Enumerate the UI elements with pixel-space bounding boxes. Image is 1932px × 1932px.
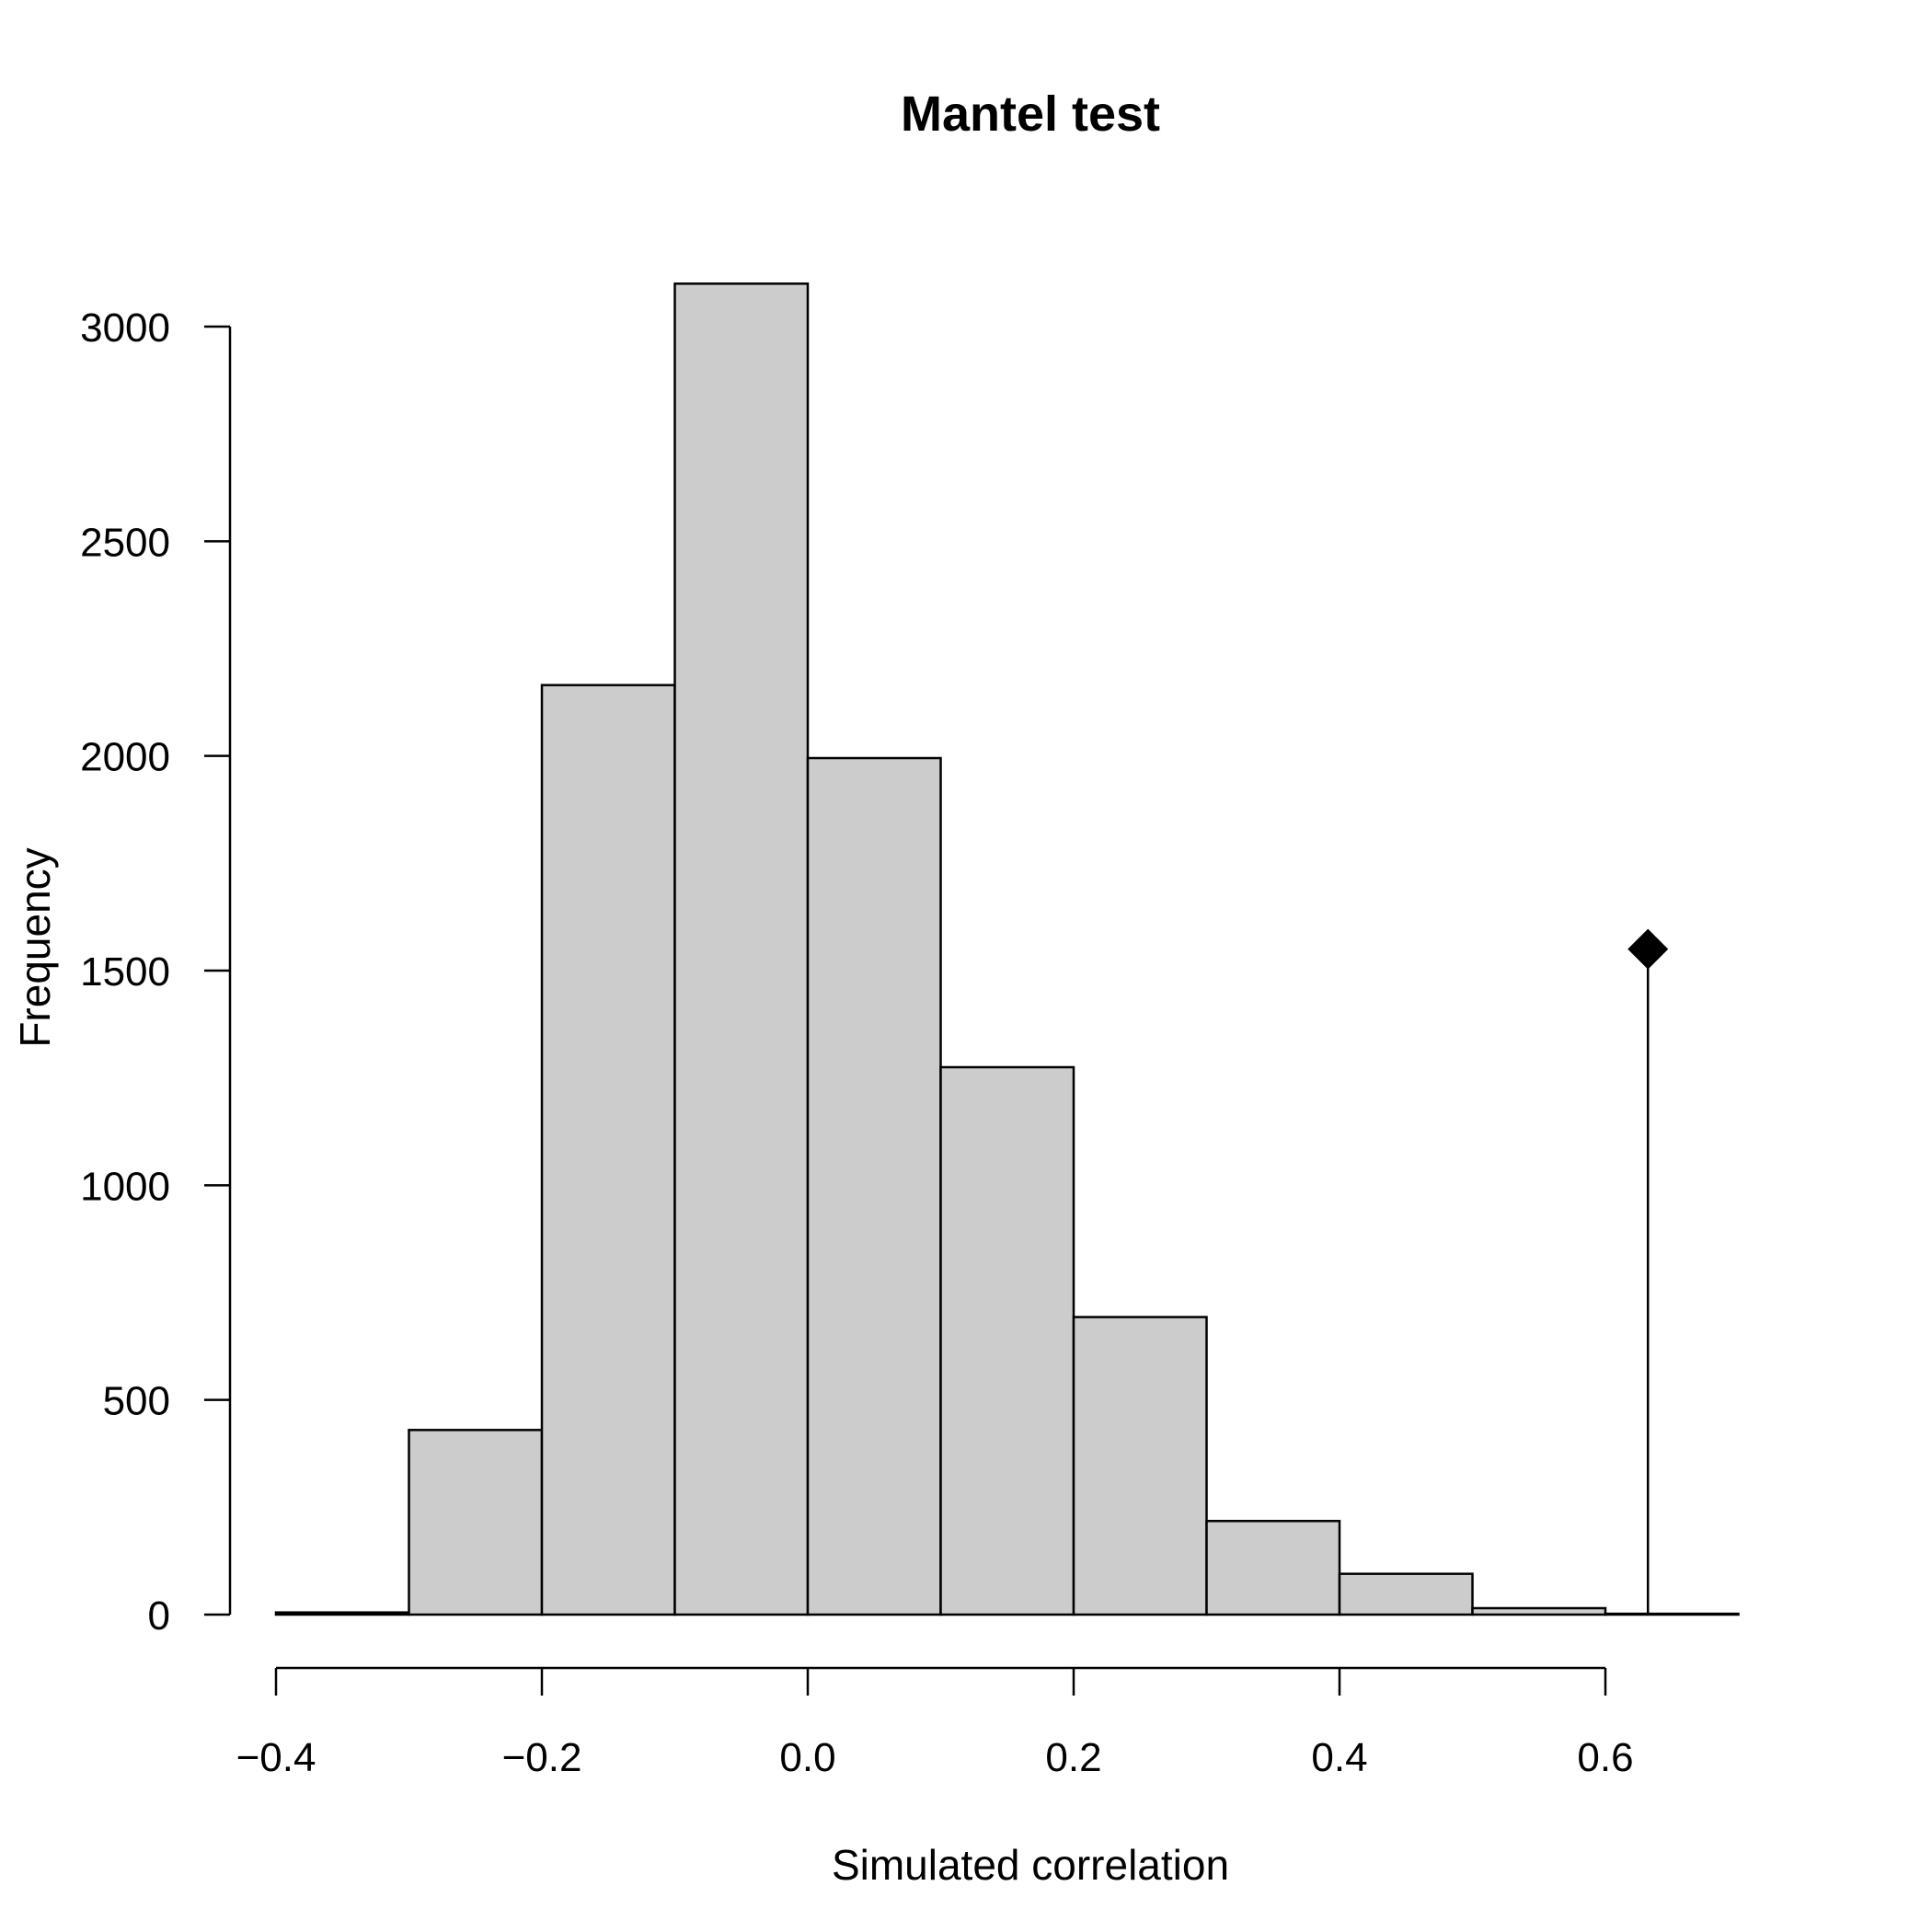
histogram-bar xyxy=(1338,1572,1474,1616)
y-tick-label: 1500 xyxy=(80,949,170,995)
histogram-bar xyxy=(408,1429,544,1616)
y-tick-label: 2500 xyxy=(80,520,170,565)
histogram-bar xyxy=(1604,1612,1740,1616)
x-tick-label: −0.2 xyxy=(502,1735,582,1780)
y-axis: 0 500 1000 1500 2000 2500 3000 xyxy=(80,305,232,1639)
y-tick-label: 0 xyxy=(148,1593,170,1639)
y-axis-label: Frequency xyxy=(11,847,59,1047)
y-tick-label: 2000 xyxy=(80,735,170,780)
histogram-bar xyxy=(274,1611,410,1616)
chart-title: Mantel test xyxy=(901,86,1160,142)
x-axis-label: Simulated correlation xyxy=(832,1841,1229,1889)
histogram-bar xyxy=(540,684,676,1616)
histogram-bar xyxy=(1072,1316,1208,1616)
y-tick-label: 1000 xyxy=(80,1164,170,1209)
y-tick-label: 3000 xyxy=(80,305,170,351)
x-tick-label: −0.4 xyxy=(236,1735,316,1780)
x-tick-label: 0.2 xyxy=(1045,1735,1101,1780)
histogram-bar xyxy=(1205,1520,1341,1616)
observed-statistic xyxy=(1627,928,1669,1615)
x-axis: −0.4 −0.2 0.0 0.2 0.4 0.6 xyxy=(236,1666,1634,1780)
histogram-bar xyxy=(673,282,810,1616)
y-tick-label: 500 xyxy=(103,1379,170,1424)
x-tick-label: 0.4 xyxy=(1311,1735,1367,1780)
histogram-bar xyxy=(806,756,942,1616)
observed-diamond-marker xyxy=(1627,928,1669,970)
x-tick-label: 0.0 xyxy=(779,1735,835,1780)
x-tick-label: 0.6 xyxy=(1577,1735,1633,1780)
histogram-bars xyxy=(274,282,1740,1616)
histogram-bar xyxy=(939,1065,1075,1616)
histogram-bar xyxy=(1471,1606,1607,1616)
